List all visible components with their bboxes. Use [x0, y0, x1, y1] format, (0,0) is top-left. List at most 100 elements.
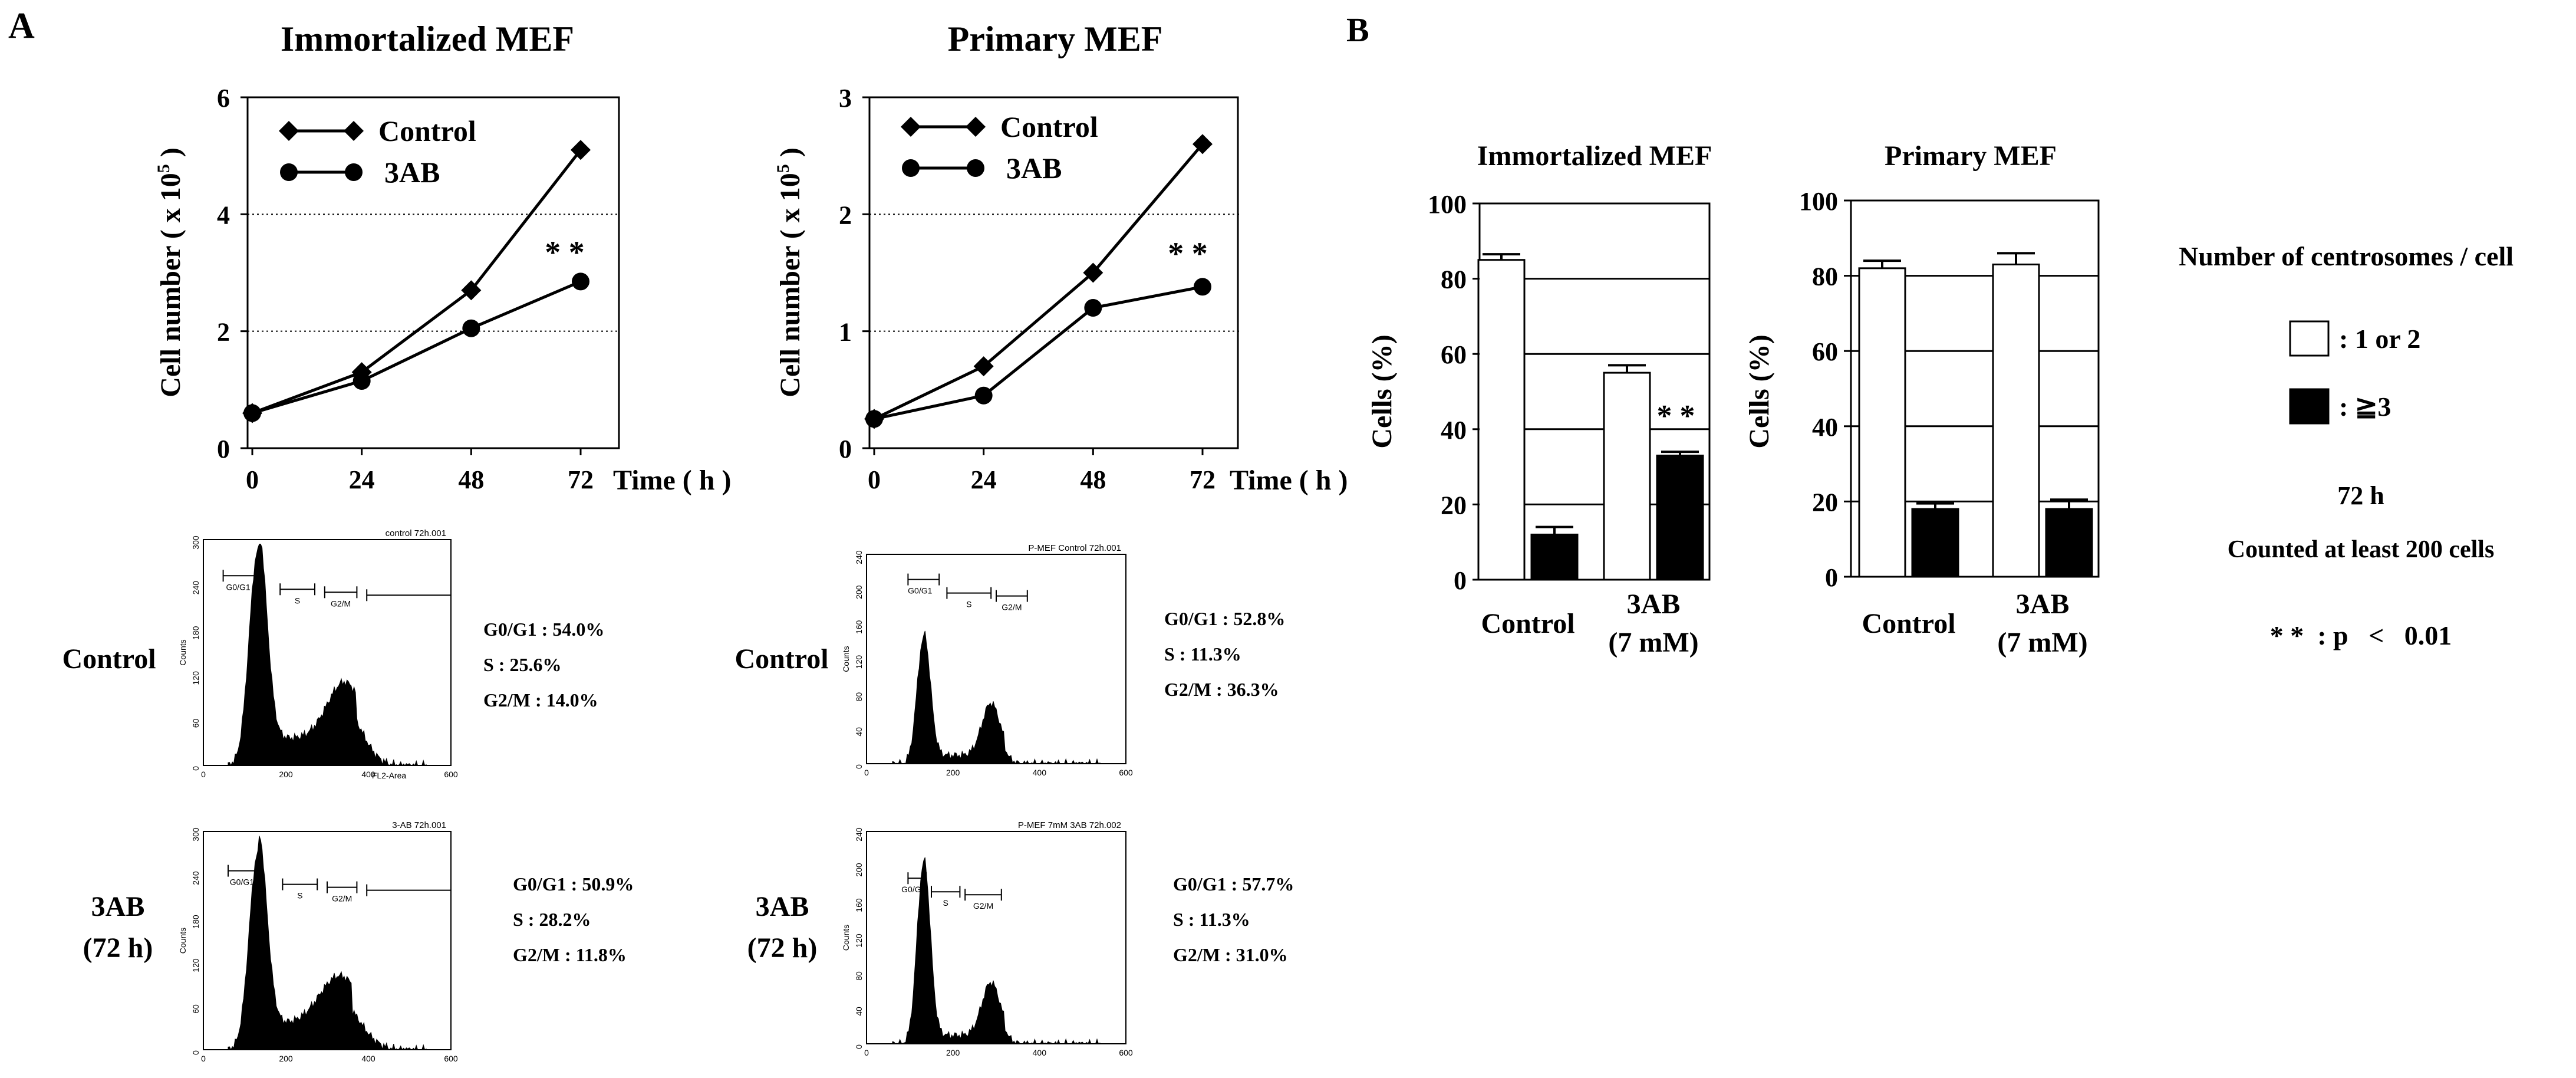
ba-ytick-label: 40: [1441, 416, 1467, 445]
histogram-stat: G2/M : 31.0%: [1173, 944, 1288, 965]
histogram-ytick: 0: [854, 764, 864, 769]
gb-legend-marker: [967, 159, 984, 177]
flow-histogram: 3-AB 72h.001 0 60 120 180 240 300 0 200 400 600 Cou…: [178, 820, 634, 1063]
bb-ytick-label: 20: [1812, 488, 1838, 517]
histogram-ytick: 60: [191, 718, 200, 728]
histogram-gate-label: G0/G1: [908, 586, 932, 596]
histogram-ytick: 80: [854, 971, 864, 981]
histogram-xtick: 400: [1033, 768, 1047, 777]
histogram-distribution: [892, 630, 1101, 765]
histogram-title: 3-AB 72h.001: [392, 820, 446, 830]
histogram-xtick: 600: [1119, 768, 1133, 777]
histogram-title: control 72h.001: [386, 528, 446, 538]
ga-legend-label-3ab: 3AB: [384, 156, 440, 189]
bb-ytick-label: 40: [1812, 413, 1838, 442]
ga-legend-label-control: Control: [378, 114, 476, 147]
legend-pvalue: * * : p < 0.01: [2270, 620, 2452, 650]
gb-point-3ab: [1084, 299, 1102, 317]
bb-bar-open-0: [1858, 267, 1906, 578]
bar-b-cat-dose: (7 mM): [1997, 627, 2087, 658]
histogram-ytick: 120: [191, 671, 200, 685]
bar-a-cat-dose: (7 mM): [1608, 627, 1698, 658]
growth-b-ylabel-end: ): [775, 147, 806, 164]
histogram-title: P-MEF 7mM 3AB 72h.002: [1018, 820, 1121, 830]
gb-point-3ab: [865, 410, 883, 428]
histogram-ytick: 180: [191, 626, 200, 640]
ga-point-3ab: [572, 272, 589, 291]
ba-ytick-label: 60: [1441, 340, 1467, 369]
ga-point-control: [571, 140, 591, 160]
growth-a-ylabel-main: Cell number ( x 10: [155, 173, 186, 397]
histogram-ytick: 200: [854, 585, 864, 599]
histogram-gate-label: G2/M: [1002, 603, 1022, 612]
flow-row-labels: Control Control 3AB (72 h) 3AB (72 h): [62, 643, 828, 964]
histogram-ytick: 240: [854, 550, 864, 564]
bar-a-ylabel: Cells (%): [1366, 334, 1398, 448]
ga-xtick-label: 72: [568, 465, 594, 494]
growth-a-ylabel: Cell number ( x 105 ): [154, 147, 186, 397]
histogram-stat: S : 28.2%: [513, 909, 591, 930]
bb-ytick-label: 60: [1812, 337, 1838, 366]
ba-bar-open-0: [1477, 259, 1526, 581]
histogram-ytick: 0: [854, 1044, 864, 1049]
histogram-ytick: 160: [854, 898, 864, 912]
legend-time: 72 h: [2337, 481, 2384, 510]
gb-ytick-label: 0: [839, 435, 852, 464]
histogram-ytick: 40: [854, 1007, 864, 1016]
ga-xtick-label: 0: [246, 465, 259, 494]
gb-ytick-label: 2: [839, 201, 852, 229]
histogram-gate-label: S: [966, 600, 971, 609]
legend-open-label: : 1 or 2: [2339, 324, 2420, 354]
ga-line-control: [252, 149, 582, 415]
histogram-stat: G0/G1 : 52.8%: [1164, 608, 1285, 629]
bar-b-ylabel: Cells (%): [1744, 334, 1775, 448]
histogram-ylabel: Counts: [841, 646, 851, 672]
histogram-xtick: 400: [361, 770, 375, 779]
growth-a-ylabel-end: ): [155, 147, 186, 164]
histogram-xtick: 0: [201, 770, 206, 779]
gb-legend-marker: [901, 117, 921, 137]
ga-point-control: [461, 280, 482, 301]
flow-label-3ab-left: 3AB: [91, 891, 145, 922]
histogram-ytick: 200: [854, 863, 864, 877]
gb-xtick-label: 0: [868, 465, 881, 494]
histogram-stat: G0/G1 : 54.0%: [483, 619, 604, 640]
histogram-stat: G2/M : 14.0%: [483, 689, 598, 711]
bar-a-significance: * *: [1657, 399, 1695, 433]
ga-legend-marker: [345, 163, 363, 181]
gb-xtick-label: 24: [971, 465, 997, 494]
histogram-xtick: 0: [201, 1054, 206, 1063]
ba-bar-open-1: [1603, 372, 1651, 581]
ga-xtick-label: 24: [349, 465, 375, 494]
ba-ytick-label: 20: [1441, 491, 1467, 520]
bar-b-cat-control: Control: [1862, 608, 1955, 639]
bb-bar-filled-0: [1911, 508, 1959, 578]
growth-a-plot-frame: [246, 96, 620, 449]
panel-label-a: A: [8, 6, 35, 46]
histogram-ylabel: Counts: [178, 928, 187, 954]
ga-ytick-label: 6: [217, 84, 230, 113]
legend-counted: Counted at least 200 cells: [2228, 536, 2495, 563]
histogram-ytick: 120: [854, 934, 864, 948]
legend-open-swatch: [2289, 320, 2330, 357]
histogram-gate-label: G0/G1: [226, 582, 250, 591]
histogram-gate-label: S: [295, 596, 300, 605]
bb-bar-filled-1: [2045, 508, 2093, 578]
ba-bar-filled-1: [1656, 454, 1704, 581]
ba-ytick-label: 0: [1454, 566, 1467, 595]
gb-point-control: [1083, 262, 1103, 283]
growth-a-significance: * *: [545, 235, 585, 270]
gb-legend-marker: [902, 159, 920, 177]
growth-b-plot-frame: [868, 96, 1239, 449]
histogram-ytick: 120: [191, 958, 200, 972]
flow-label-control-left: Control: [62, 643, 156, 675]
gb-legend-label-3ab: 3AB: [1006, 152, 1062, 185]
histogram-ytick: 240: [191, 871, 200, 885]
histogram-stat: S : 11.3%: [1173, 909, 1250, 930]
histogram-stat: G0/G1 : 57.7%: [1173, 873, 1294, 895]
panel-label-b: B: [1346, 11, 1369, 49]
growth-b-significance: * *: [1168, 236, 1208, 271]
flow-histogram: control 72h.001 0 60 120 180 240 300 0 200 400 600…: [178, 528, 604, 780]
histogram-ytick: 180: [191, 915, 200, 929]
